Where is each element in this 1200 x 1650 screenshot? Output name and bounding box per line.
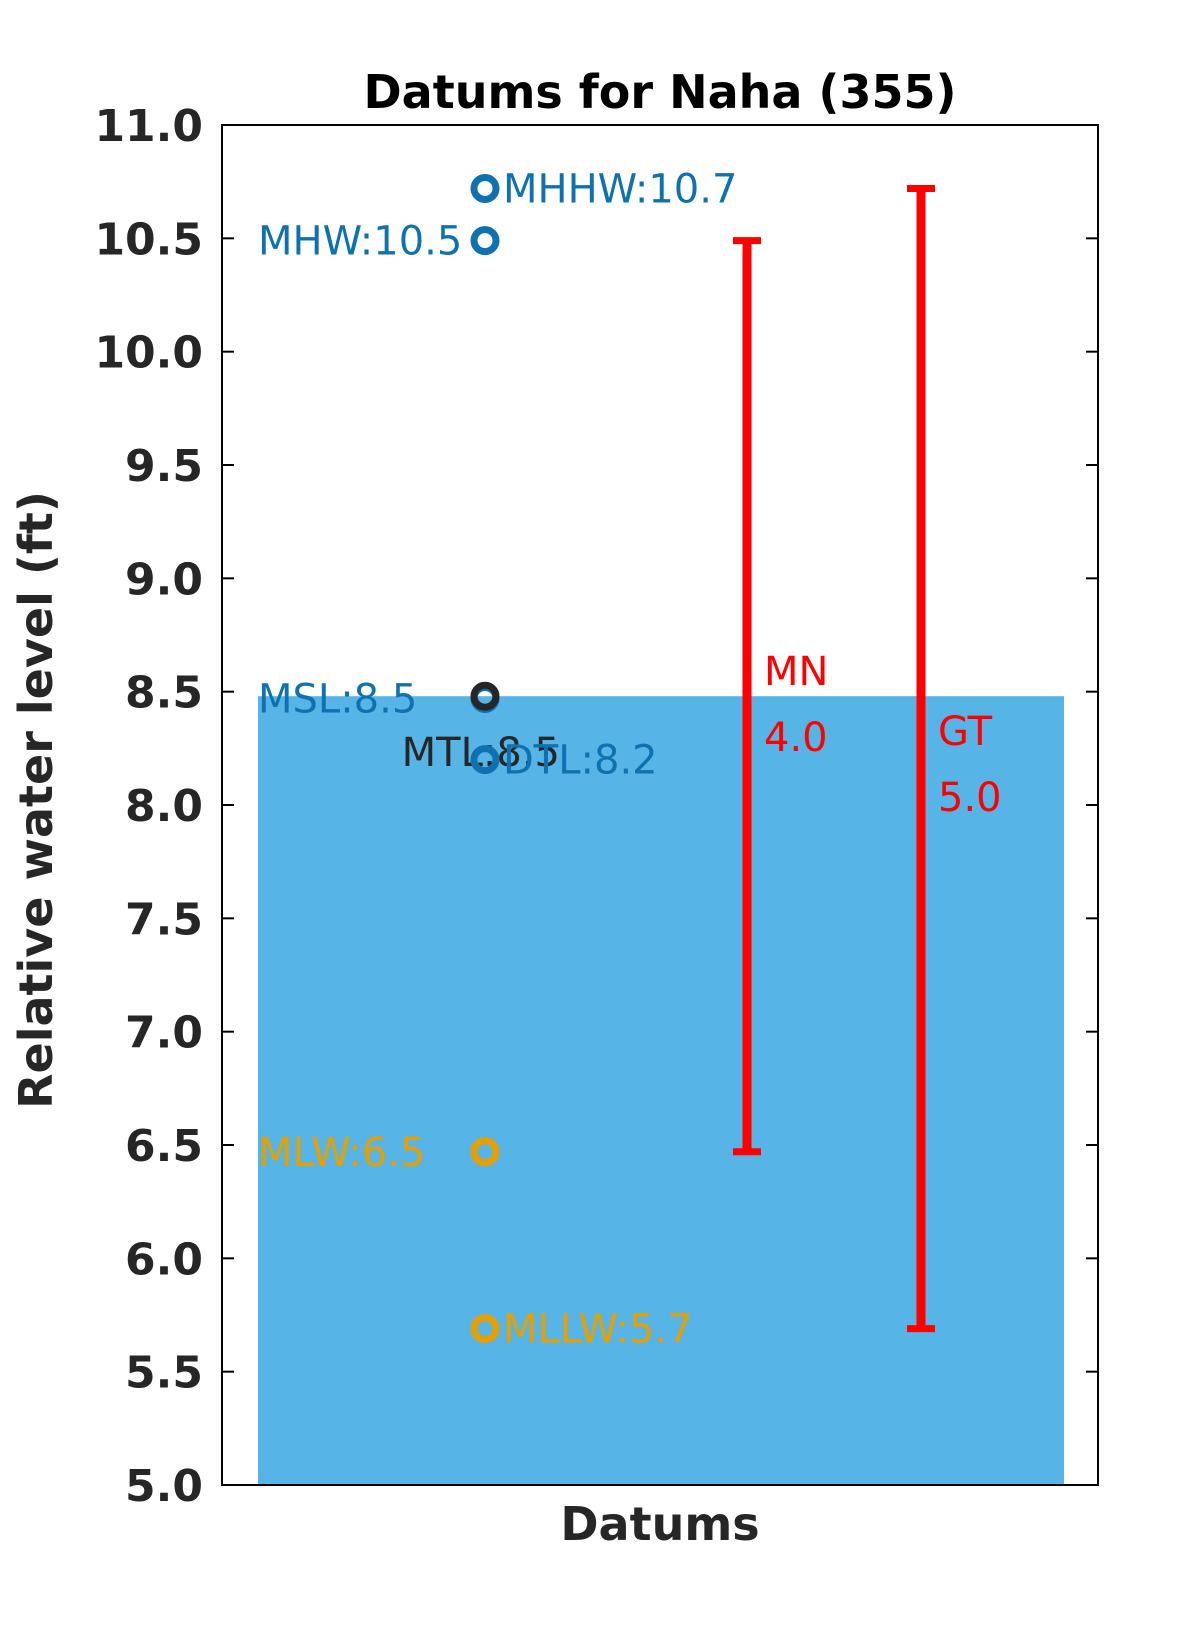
y-tick-label: 8.0 [125, 781, 203, 832]
datum-marker-mtl [470, 681, 500, 711]
datum-label-dtl: DTL:8.2 [503, 738, 658, 784]
datum-marker-mllw [470, 1314, 500, 1344]
datum-marker-mhw [470, 226, 500, 256]
range-label-gt-value: 5.0 [938, 775, 1002, 821]
y-axis-label: Relative water level (ft) [9, 491, 63, 1109]
datum-marker-mlw [470, 1137, 500, 1167]
datum-label-mllw: MLLW:5.7 [503, 1307, 693, 1353]
x-axis-label: Datums [560, 1497, 759, 1551]
y-tick-label: 10.5 [94, 214, 203, 265]
y-tick-label: 6.5 [125, 1121, 203, 1172]
datum-marker-dtl [470, 745, 500, 775]
y-tick-label: 7.0 [125, 1008, 203, 1059]
range-label-gt-name: GT [938, 709, 993, 755]
plot-area: 5.0 5.5 6.0 6.5 7.0 7.5 8.0 8.5 9.0 9.5 10.0 10.5 11… [94, 101, 1099, 1512]
range-label-mn-name: MN [764, 649, 828, 695]
background-bar [258, 696, 1064, 1485]
datum-marker-mhhw [470, 173, 500, 203]
y-tick-label: 5.5 [125, 1348, 203, 1399]
datum-label-msl: MSL:8.5 [258, 676, 417, 722]
chart-title: Datums for Naha (355) [363, 65, 956, 119]
y-tick-label: 6.0 [125, 1234, 203, 1285]
y-tick-label: 11.0 [94, 101, 203, 152]
y-tick-label: 10.0 [94, 328, 203, 379]
range-label-mn-value: 4.0 [764, 715, 828, 761]
datum-label-mhw: MHW:10.5 [258, 219, 462, 265]
y-tick-label: 9.5 [125, 441, 203, 492]
y-tick-label: 9.0 [125, 554, 203, 605]
datum-label-mlw: MLW:6.5 [258, 1130, 425, 1176]
y-tick-label: 7.5 [125, 894, 203, 945]
y-tick-label: 8.5 [125, 668, 203, 719]
datum-label-mhhw: MHHW:10.7 [503, 166, 737, 212]
y-tick-label: 5.0 [125, 1461, 203, 1512]
